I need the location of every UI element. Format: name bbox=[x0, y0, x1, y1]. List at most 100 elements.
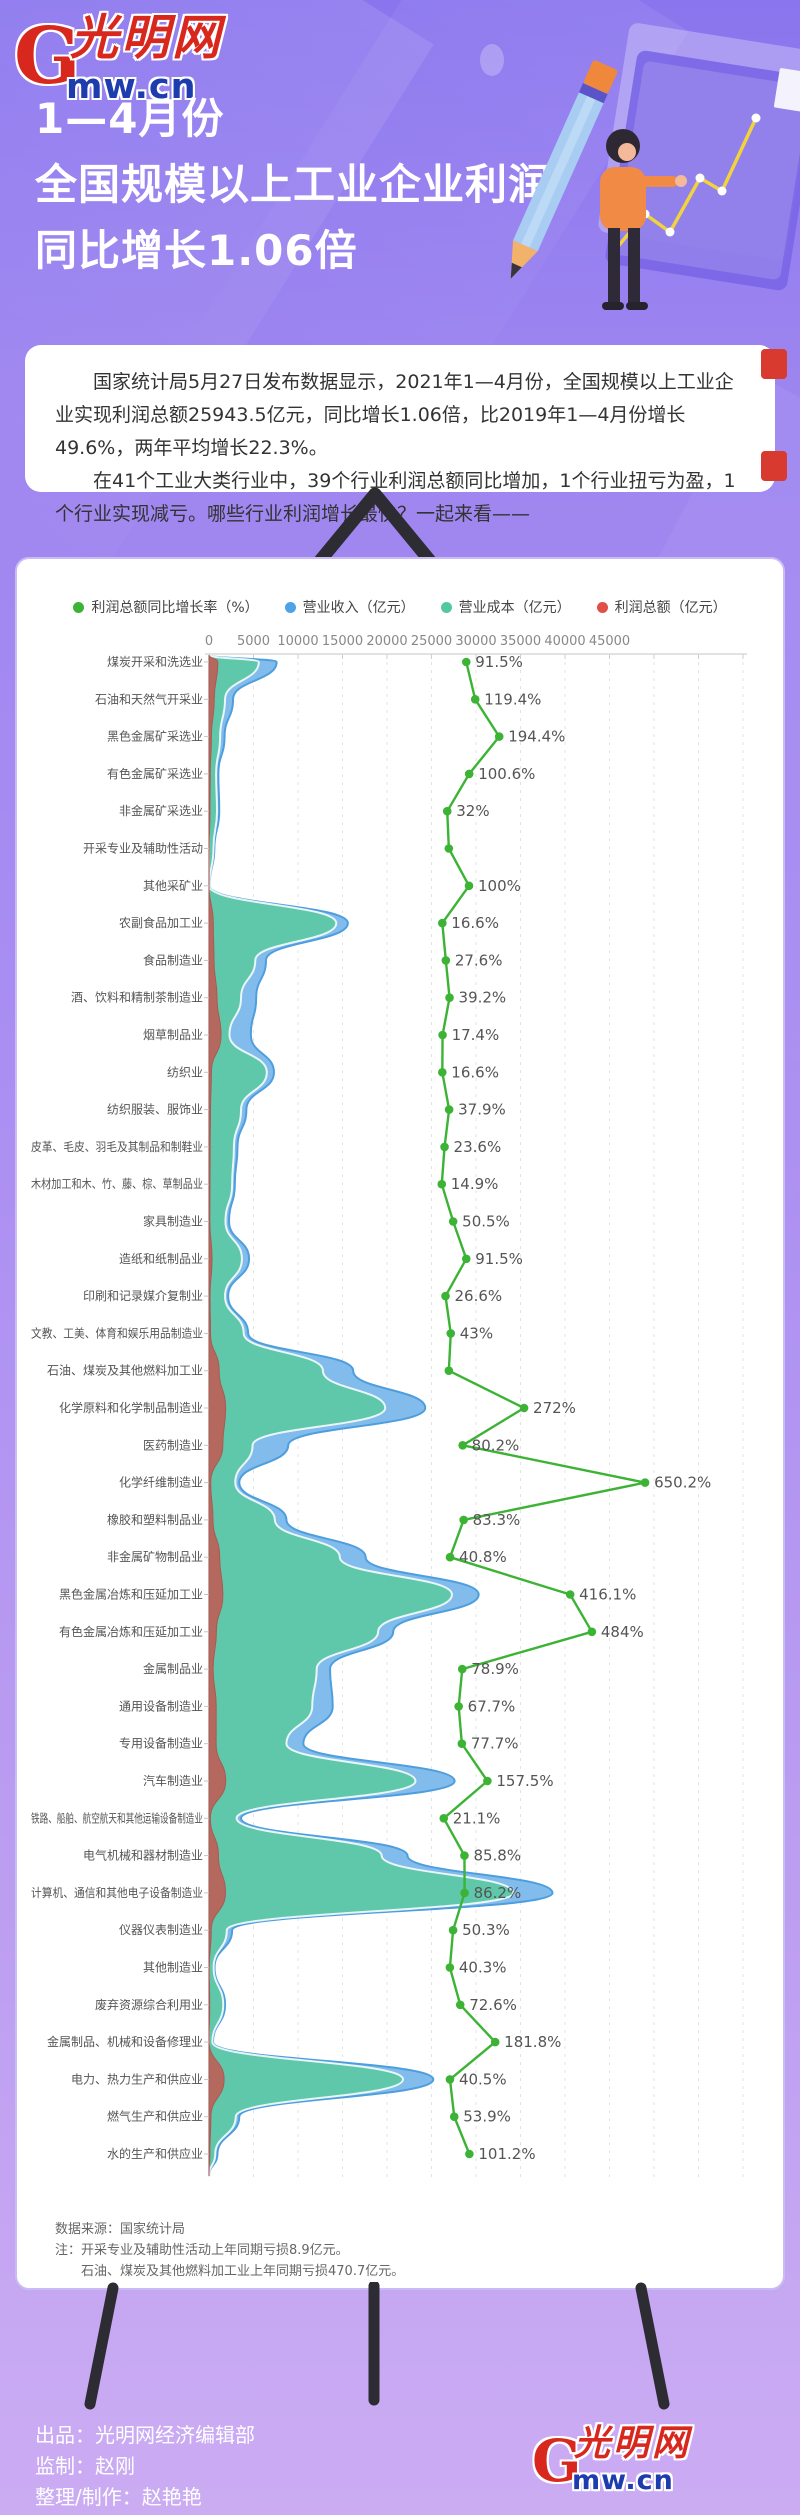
growth-rate-dot bbox=[449, 2112, 459, 2121]
gmw-logo-en: mw.cn bbox=[66, 67, 197, 107]
x-axis-tick-label: 5000 bbox=[237, 634, 270, 649]
growth-rate-dot bbox=[442, 806, 452, 816]
growth-rate-value-label: 50.3% bbox=[462, 1921, 510, 1939]
category-label: 开采专业及辅助性活动 bbox=[83, 841, 203, 856]
category-label: 橡胶和塑料制品业 bbox=[107, 1512, 203, 1527]
growth-rate-value-label: 85.8% bbox=[473, 1847, 521, 1865]
growth-rate-value-label: 67.7% bbox=[468, 1697, 516, 1715]
category-label: 造纸和纸制品业 bbox=[119, 1252, 203, 1266]
growth-rate-value-label: 181.8% bbox=[504, 2033, 561, 2051]
legend-dot-icon bbox=[284, 601, 296, 613]
legend-dot-icon bbox=[596, 601, 608, 613]
legend-label: 利润总额同比增长率（%） bbox=[91, 600, 259, 616]
note-paper bbox=[773, 68, 800, 113]
growth-rate-value-label: 194.4% bbox=[508, 728, 565, 746]
growth-rate-dot bbox=[490, 2037, 500, 2047]
gmw-logo-footer: G 光明网 mw.cn bbox=[532, 2424, 772, 2514]
credit-editor: 整理/制作：赵艳艳 bbox=[35, 2485, 202, 2509]
growth-rate-dot bbox=[457, 1739, 467, 1748]
credit-supervisor: 监制：赵刚 bbox=[35, 2454, 135, 2478]
growth-rate-value-label: 40.3% bbox=[459, 1959, 507, 1977]
category-label: 黑色金属矿采选业 bbox=[107, 729, 203, 744]
gmw-logo-cn: 光明网 bbox=[574, 2423, 692, 2464]
intro-paragraph-2: 在41个工业大类行业中，39个行业利润总额同比增加，1个行业扭亏为盈，1个行业实… bbox=[55, 470, 736, 525]
category-label: 煤炭开采和洗选业 bbox=[107, 655, 203, 669]
growth-rate-value-label: 23.6% bbox=[454, 1138, 502, 1156]
growth-rate-value-label: 91.5% bbox=[475, 653, 523, 671]
category-label: 有色金属冶炼和压延加工业 bbox=[59, 1624, 203, 1639]
intro-card: 国家统计局5月27日发布数据显示，2021年1—4月份，全国规模以上工业企业实现… bbox=[25, 345, 787, 525]
category-label: 金属制品、机械和设备修理业 bbox=[47, 2034, 203, 2049]
category-label: 其他采矿业 bbox=[143, 879, 203, 893]
legend-item: 利润总额（亿元） bbox=[596, 597, 727, 617]
growth-rate-dot bbox=[460, 1888, 469, 1898]
chart-board: 利润总额同比增长率（%） 营业收入（亿元） 营业成本（亿元） 利润总额（亿元） 0 50… bbox=[15, 557, 785, 2290]
growth-rate-value-label: 17.4% bbox=[452, 1026, 500, 1044]
growth-rate-dot bbox=[494, 732, 504, 741]
category-label: 烟草制品业 bbox=[143, 1028, 203, 1042]
growth-rate-value-label: 16.6% bbox=[451, 914, 499, 932]
red-tab-decoration bbox=[761, 451, 787, 481]
growth-rate-value-label: 119.4% bbox=[484, 690, 541, 708]
category-label: 化学纤维制造业 bbox=[119, 1475, 203, 1490]
growth-rate-points: 91.5% 119.4% 194.4% 100.6% 32% 100% 16.6% 27.6%… bbox=[437, 653, 711, 2163]
growth-rate-value-label: 80.2% bbox=[472, 1436, 520, 1454]
growth-rate-dot bbox=[441, 1291, 450, 1301]
growth-rate-value-label: 272% bbox=[533, 1399, 576, 1417]
growth-rate-dot bbox=[438, 1068, 447, 1077]
chart-canvas: 0 5000 10000 15000 20000 25000 30000 35000 40000… bbox=[31, 634, 747, 2180]
growth-rate-dot bbox=[461, 1254, 471, 1264]
category-label: 水的生产和供应业 bbox=[107, 2146, 203, 2161]
x-axis-tick-label: 0 bbox=[205, 634, 213, 649]
growth-rate-dot bbox=[448, 1925, 458, 1935]
growth-rate-value-label: 416.1% bbox=[579, 1586, 636, 1604]
category-label: 文教、工美、体育和娱乐用品制造业 bbox=[31, 1325, 203, 1340]
category-label: 家具制造业 bbox=[143, 1214, 203, 1229]
growth-rate-dot bbox=[445, 993, 454, 1002]
growth-rate-dot bbox=[465, 2149, 474, 2159]
growth-rate-value-label: 53.9% bbox=[463, 2108, 511, 2126]
category-labels: 煤炭开采和洗选业石油和天然气开采业黑色金属矿采选业有色金属矿采选业非金属矿采选业… bbox=[31, 655, 209, 2161]
category-label: 石油和天然气开采业 bbox=[95, 691, 203, 706]
gmw-logo: G 光明网 mw.cn bbox=[14, 12, 294, 127]
legend-dot-icon bbox=[440, 601, 452, 613]
growth-rate-value-label: 100.6% bbox=[478, 765, 535, 783]
category-label: 黑色金属冶炼和压延加工业 bbox=[59, 1587, 203, 1602]
chart-legend: 利润总额同比增长率（%） 营业收入（亿元） 营业成本（亿元） 利润总额（亿元） bbox=[17, 597, 783, 617]
x-axis-tick-label: 15000 bbox=[322, 634, 363, 649]
data-source: 数据来源：国家统计局 bbox=[55, 2222, 186, 2237]
legend-item: 营业收入（亿元） bbox=[284, 597, 415, 617]
category-label: 化学原料和化学制品制造业 bbox=[59, 1400, 203, 1415]
category-label: 仪器仪表制造业 bbox=[119, 1923, 203, 1937]
category-label: 铁路、船舶、航空航天和其他运输设备制造业 bbox=[31, 1810, 203, 1825]
x-axis-tick-label: 35000 bbox=[500, 634, 541, 649]
growth-rate-value-label: 40.5% bbox=[459, 2070, 507, 2088]
growth-rate-dot bbox=[454, 1702, 463, 1711]
category-label: 木材加工和木、竹、藤、棕、草制品业 bbox=[31, 1176, 203, 1191]
category-label: 非金属矿采选业 bbox=[119, 803, 203, 818]
growth-rate-value-label: 26.6% bbox=[455, 1287, 503, 1305]
category-label: 纺织业 bbox=[167, 1065, 203, 1079]
x-axis-tick-label: 30000 bbox=[455, 634, 496, 649]
growth-rate-dot bbox=[457, 1664, 467, 1674]
x-axis-tick-label: 40000 bbox=[544, 634, 585, 649]
title-line-2: 全国规模以上工业企业利润 bbox=[35, 160, 552, 209]
growth-rate-value-label: 32% bbox=[456, 802, 489, 820]
legend-label: 利润总额（亿元） bbox=[614, 600, 727, 616]
growth-rate-dot bbox=[464, 769, 474, 779]
gmw-logo-g-glyph: G bbox=[14, 11, 81, 102]
growth-rate-dot bbox=[470, 695, 480, 704]
growth-rate-dot bbox=[587, 1627, 597, 1637]
legend-item: 营业成本（亿元） bbox=[440, 597, 571, 617]
category-label: 非金属矿物制品业 bbox=[107, 1549, 203, 1564]
growth-rate-value-label: 157.5% bbox=[496, 1772, 553, 1790]
growth-rate-dot bbox=[440, 1142, 449, 1152]
growth-rate-value-label: 39.2% bbox=[459, 989, 507, 1007]
growth-rate-dot bbox=[445, 2075, 455, 2084]
growth-rate-dot bbox=[441, 956, 451, 965]
growth-rate-dot bbox=[438, 1030, 447, 1040]
category-label: 计算机、通信和其他电子设备制造业 bbox=[31, 1885, 203, 1900]
gmw-logo-cn: 光明网 bbox=[70, 10, 224, 66]
category-label: 汽车制造业 bbox=[143, 1773, 203, 1788]
